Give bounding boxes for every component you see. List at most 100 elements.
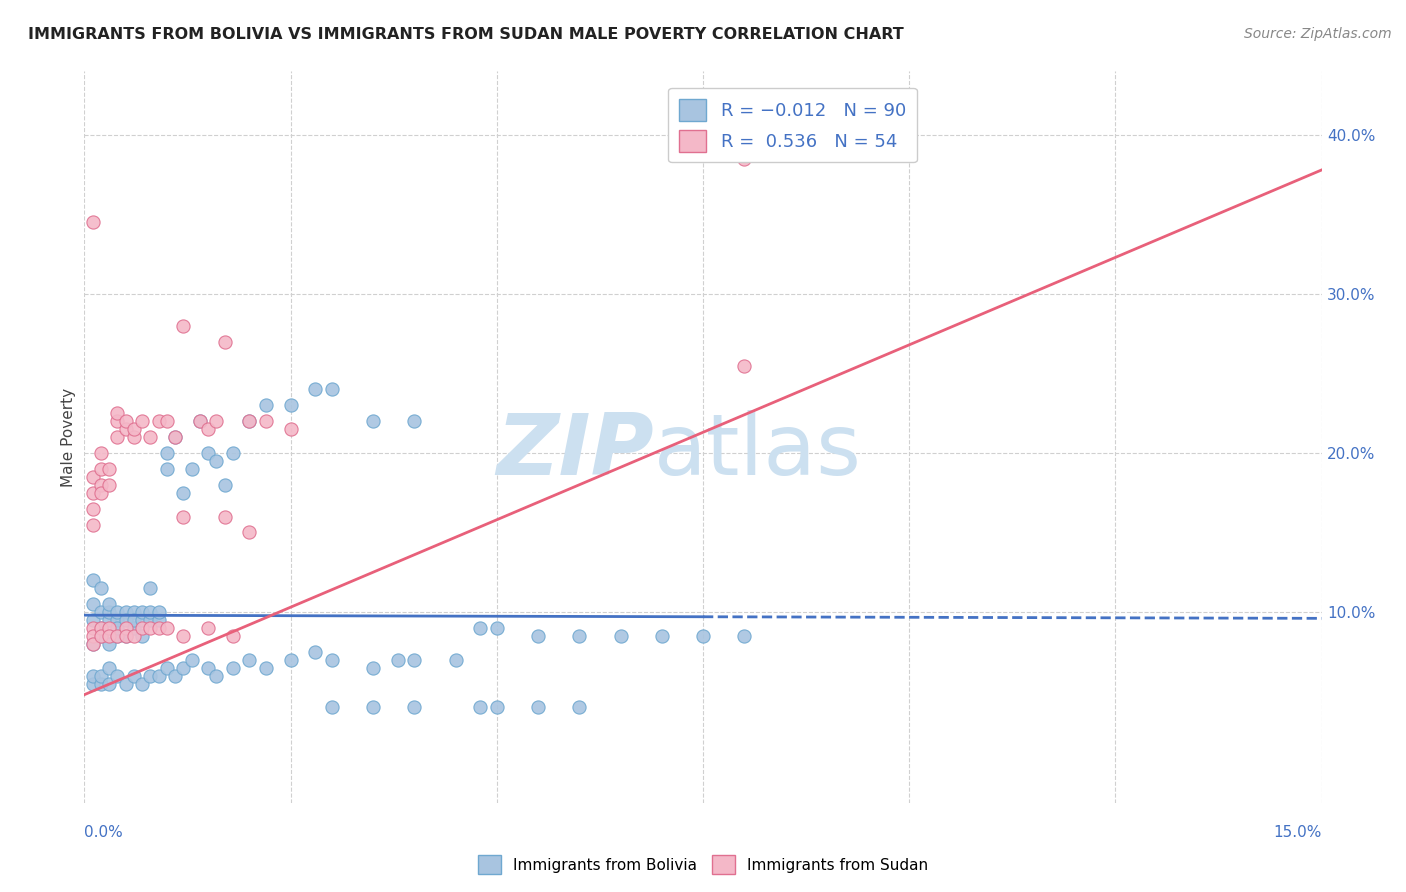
Point xyxy=(114,605,136,619)
Point xyxy=(733,629,755,643)
Point xyxy=(114,629,136,643)
Point xyxy=(205,414,228,428)
Point xyxy=(404,653,426,667)
Point xyxy=(122,629,145,643)
Point xyxy=(222,629,245,643)
Point xyxy=(280,653,302,667)
Point xyxy=(90,676,112,690)
Point xyxy=(98,605,121,619)
Point xyxy=(131,613,153,627)
Point xyxy=(172,629,194,643)
Point xyxy=(321,653,343,667)
Point xyxy=(238,525,260,540)
Point xyxy=(122,422,145,436)
Point xyxy=(238,653,260,667)
Point xyxy=(172,509,194,524)
Point xyxy=(131,621,153,635)
Point xyxy=(470,621,492,635)
Point xyxy=(485,621,508,635)
Point xyxy=(98,597,121,611)
Point xyxy=(98,660,121,674)
Point xyxy=(361,700,384,714)
Text: 0.0%: 0.0% xyxy=(84,825,124,839)
Point xyxy=(280,422,302,436)
Point xyxy=(82,470,104,484)
Point xyxy=(82,215,104,229)
Point xyxy=(139,605,162,619)
Point xyxy=(180,653,202,667)
Point xyxy=(98,629,121,643)
Point xyxy=(156,462,179,476)
Point xyxy=(165,668,187,682)
Point xyxy=(105,414,128,428)
Point xyxy=(122,668,145,682)
Point xyxy=(114,414,136,428)
Point xyxy=(131,629,153,643)
Point xyxy=(98,676,121,690)
Point xyxy=(692,629,714,643)
Point xyxy=(304,383,326,397)
Text: atlas: atlas xyxy=(654,410,862,493)
Point xyxy=(122,613,145,627)
Point xyxy=(114,676,136,690)
Point xyxy=(139,581,162,595)
Point xyxy=(197,422,219,436)
Point xyxy=(98,621,121,635)
Point xyxy=(114,422,136,436)
Point xyxy=(90,629,112,643)
Point xyxy=(82,629,104,643)
Point xyxy=(90,668,112,682)
Point xyxy=(82,637,104,651)
Point xyxy=(527,700,550,714)
Point xyxy=(90,477,112,491)
Point xyxy=(82,668,104,682)
Point xyxy=(105,621,128,635)
Point xyxy=(222,446,245,460)
Point xyxy=(114,629,136,643)
Point xyxy=(214,334,236,349)
Point xyxy=(222,660,245,674)
Point xyxy=(148,414,170,428)
Point xyxy=(98,637,121,651)
Point xyxy=(165,430,187,444)
Point xyxy=(90,605,112,619)
Point xyxy=(98,477,121,491)
Point xyxy=(254,660,277,674)
Point xyxy=(90,581,112,595)
Point xyxy=(156,446,179,460)
Text: ZIP: ZIP xyxy=(496,410,654,493)
Point xyxy=(254,398,277,412)
Point xyxy=(205,454,228,468)
Point xyxy=(90,629,112,643)
Point xyxy=(139,621,162,635)
Point xyxy=(280,398,302,412)
Point xyxy=(527,629,550,643)
Point xyxy=(733,152,755,166)
Point xyxy=(82,501,104,516)
Point xyxy=(148,605,170,619)
Point xyxy=(361,414,384,428)
Point xyxy=(131,414,153,428)
Point xyxy=(214,509,236,524)
Point xyxy=(114,613,136,627)
Point xyxy=(82,613,104,627)
Point xyxy=(197,660,219,674)
Point xyxy=(197,621,219,635)
Point xyxy=(82,676,104,690)
Point xyxy=(105,430,128,444)
Point xyxy=(90,462,112,476)
Point xyxy=(172,318,194,333)
Point xyxy=(651,629,673,643)
Point xyxy=(156,414,179,428)
Point xyxy=(568,629,591,643)
Point xyxy=(188,414,211,428)
Point xyxy=(238,414,260,428)
Point xyxy=(131,676,153,690)
Point xyxy=(444,653,467,667)
Text: IMMIGRANTS FROM BOLIVIA VS IMMIGRANTS FROM SUDAN MALE POVERTY CORRELATION CHART: IMMIGRANTS FROM BOLIVIA VS IMMIGRANTS FR… xyxy=(28,27,904,42)
Point xyxy=(180,462,202,476)
Point xyxy=(205,668,228,682)
Point xyxy=(568,700,591,714)
Point xyxy=(165,430,187,444)
Text: Source: ZipAtlas.com: Source: ZipAtlas.com xyxy=(1244,27,1392,41)
